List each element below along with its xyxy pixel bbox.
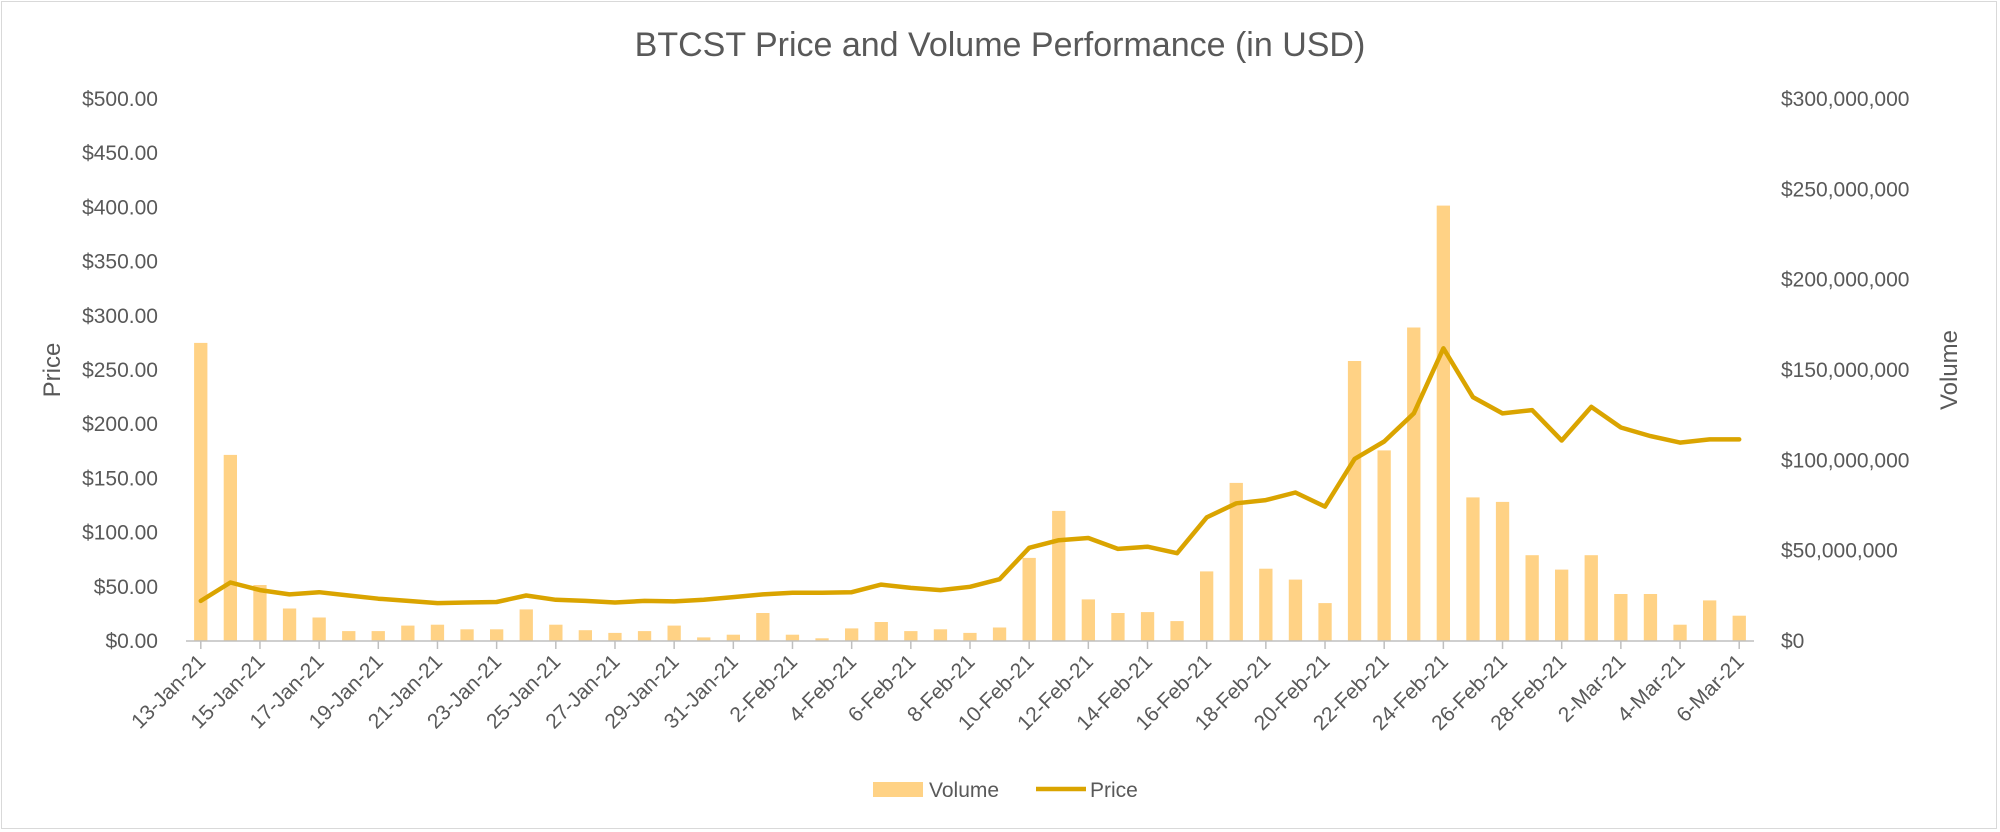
volume-bar xyxy=(430,624,445,641)
volume-bar xyxy=(282,608,297,641)
right-axis-label-text: Volume xyxy=(1936,330,1963,410)
left-tick-label: $50.00 xyxy=(94,576,158,599)
volume-bar xyxy=(401,625,415,641)
left-tick-label: $350.00 xyxy=(82,251,158,274)
volume-bar xyxy=(1022,557,1036,641)
volume-bar xyxy=(845,628,859,641)
volume-bar xyxy=(1377,450,1391,641)
volume-bar xyxy=(1081,599,1095,641)
volume-bar xyxy=(1170,621,1184,641)
right-tick-label: $0 xyxy=(1781,630,1804,653)
right-tick-label: $50,000,000 xyxy=(1781,540,1898,563)
volume-bar xyxy=(1525,555,1539,641)
volume-bar xyxy=(1703,600,1717,641)
volume-bar xyxy=(1614,594,1628,641)
left-tick-label: $200.00 xyxy=(82,413,158,436)
left-axis-ticks: $0.00 $50.00 $100.00 $150.00 $200.00 $250.00 $… xyxy=(82,88,158,653)
right-tick-label: $300,000,000 xyxy=(1781,88,1909,111)
volume-bar xyxy=(1407,327,1421,641)
volume-bar xyxy=(312,617,326,641)
volume-bar xyxy=(253,585,267,641)
volume-bar xyxy=(726,634,740,641)
volume-bar xyxy=(1259,568,1273,641)
volume-bar xyxy=(756,613,770,641)
volume-bars xyxy=(194,205,1746,641)
right-tick-label: $200,000,000 xyxy=(1781,269,1909,292)
volume-bar xyxy=(637,631,652,641)
volume-bar xyxy=(1643,594,1658,641)
volume-bar xyxy=(1466,497,1480,641)
volume-bar xyxy=(697,637,711,641)
volume-bar xyxy=(519,609,533,641)
volume-bar xyxy=(342,631,356,641)
left-tick-label: $0.00 xyxy=(105,630,158,653)
chart-title: BTCST Price and Volume Performance (in U… xyxy=(635,26,1366,64)
legend-volume-label: Volume xyxy=(929,779,999,802)
left-tick-label: $250.00 xyxy=(82,359,158,382)
volume-bar xyxy=(815,638,829,641)
right-tick-label: $150,000,000 xyxy=(1781,359,1909,382)
legend-price-label: Price xyxy=(1090,779,1138,802)
volume-bar xyxy=(785,634,800,641)
volume-bar xyxy=(1347,361,1362,641)
volume-bar xyxy=(992,627,1007,641)
left-tick-label: $400.00 xyxy=(82,196,158,219)
right-tick-label: $100,000,000 xyxy=(1781,449,1909,472)
volume-bar xyxy=(933,629,948,641)
volume-bar xyxy=(1584,555,1598,641)
left-tick-label: $300.00 xyxy=(82,305,158,328)
volume-bar xyxy=(1288,579,1303,641)
legend: Volume Price xyxy=(873,779,1138,802)
right-tick-label: $250,000,000 xyxy=(1781,178,1909,201)
volume-bar xyxy=(1555,569,1569,641)
left-axis-label: Price xyxy=(39,343,66,398)
volume-bar xyxy=(549,624,563,641)
volume-bar xyxy=(1140,612,1155,641)
legend-volume-swatch xyxy=(873,782,923,797)
volume-bar xyxy=(371,631,385,641)
volume-bar xyxy=(963,632,977,641)
volume-bar xyxy=(608,632,622,641)
x-axis-ticks: 13-Jan-2115-Jan-2117-Jan-2119-Jan-2121-J… xyxy=(127,641,1749,735)
volume-bar xyxy=(460,629,474,641)
left-tick-label: $150.00 xyxy=(82,467,158,490)
left-tick-label: $500.00 xyxy=(82,88,158,111)
volume-bar xyxy=(1318,603,1332,641)
volume-bar xyxy=(874,622,888,641)
volume-bar xyxy=(490,629,504,641)
left-tick-label: $100.00 xyxy=(82,522,158,545)
volume-bar xyxy=(1052,510,1066,641)
right-axis-ticks: $0 $50,000,000 $100,000,000 $150,000,000 $20… xyxy=(1781,88,1909,653)
volume-bar xyxy=(904,631,918,641)
volume-bar xyxy=(1732,615,1746,641)
volume-bar xyxy=(223,454,237,641)
volume-bar xyxy=(1200,571,1214,641)
volume-bar xyxy=(194,342,208,641)
volume-bar xyxy=(1673,624,1687,641)
left-tick-label: $450.00 xyxy=(82,142,158,165)
volume-bar xyxy=(667,625,681,641)
volume-bar xyxy=(1436,205,1450,641)
price-line xyxy=(198,346,1742,606)
volume-bar xyxy=(1111,613,1125,641)
volume-bar xyxy=(1495,501,1510,641)
volume-bar xyxy=(1229,482,1243,641)
volume-bar xyxy=(578,630,592,641)
